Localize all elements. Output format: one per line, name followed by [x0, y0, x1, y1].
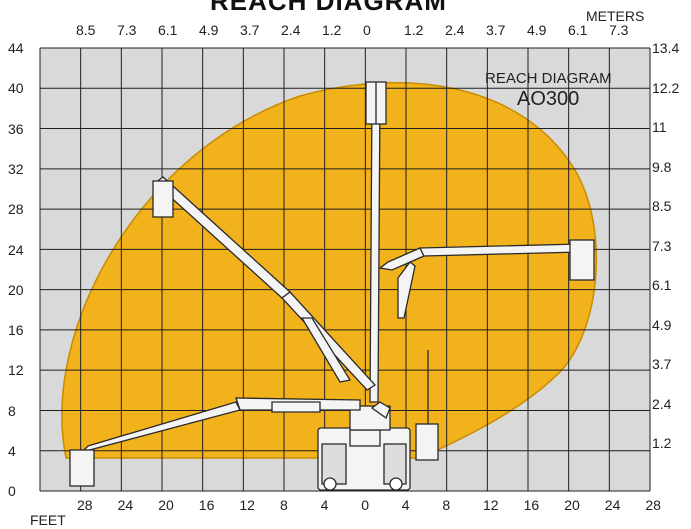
right-meter-tick: 8.5: [652, 198, 672, 214]
reach-envelope: [61, 81, 598, 459]
legend-title: REACH DIAGRAM: [485, 70, 612, 87]
bottom-feet-tick: 16: [523, 497, 540, 513]
bottom-feet-tick: 12: [239, 497, 255, 513]
bottom-feet-tick: 20: [158, 497, 174, 513]
bottom-feet-tick: 0: [361, 497, 369, 513]
bottom-feet-tick: 12: [483, 497, 499, 513]
bottom-feet-tick: 24: [604, 497, 621, 513]
top-meter-tick: 1.2: [404, 22, 424, 38]
right-meter-tick: 3.7: [652, 356, 672, 372]
top-meter-tick: 0: [363, 22, 371, 38]
left-feet-tick: 36: [8, 120, 24, 137]
top-meter-tick: 6.1: [568, 22, 588, 38]
right-meter-tick: 9.8: [652, 158, 672, 175]
top-meter-tick: 3.7: [240, 22, 260, 38]
right-meter-tick: 1.2: [652, 435, 672, 451]
top-meter-tick: 1.2: [322, 22, 342, 38]
right-meter-tick: 12.2: [652, 79, 680, 96]
legend-model: AO300: [517, 88, 580, 110]
left-feet-tick: 12: [8, 362, 24, 379]
top-meter-tick: 7.3: [117, 22, 137, 38]
meters-unit-label: METERS: [586, 8, 645, 24]
left-feet-tick: 4: [8, 443, 16, 459]
grid-lines: [39, 47, 651, 492]
left-feet-tick: 8: [8, 402, 16, 419]
left-feet-tick: 16: [8, 322, 24, 339]
right-meter-tick: 4.9: [652, 316, 672, 333]
page-title: REACH DIAGRAM: [210, 0, 447, 16]
boom-low-left: [79, 401, 241, 454]
top-meter-tick: 2.4: [445, 22, 465, 38]
left-feet-tick: 20: [8, 281, 24, 298]
top-meter-tick: 8.5: [76, 22, 96, 38]
bottom-feet-tick: 4: [401, 497, 410, 513]
left-feet-tick: 28: [8, 201, 24, 218]
machine-illustration: [69, 81, 595, 491]
right-meter-tick: 6.1: [652, 277, 672, 293]
bottom-feet-tick: 16: [198, 497, 215, 513]
left-feet-tick: 40: [8, 80, 24, 97]
top-meter-tick: 6.1: [158, 22, 178, 38]
right-meter-tick: 2.4: [652, 395, 672, 412]
platform-left-high: [152, 180, 174, 218]
right-meter-tick: 11: [652, 119, 667, 135]
bottom-feet-tick: 28: [77, 497, 93, 513]
bottom-feet-tick: 24: [117, 497, 134, 513]
bottom-feet-tick: 20: [564, 497, 580, 513]
boom-vertical: [369, 94, 381, 403]
left-feet-tick: 0: [8, 483, 16, 500]
bottom-feet-tick: 8: [280, 497, 288, 513]
platform-right: [569, 239, 595, 281]
left-feet-tick: 24: [8, 241, 24, 258]
platform-left-low: [69, 449, 95, 487]
right-meter-tick: 7.3: [652, 237, 672, 254]
top-meter-tick: 7.3: [609, 22, 629, 38]
right-meter-tick: 13.4: [652, 40, 680, 56]
left-feet-tick: 32: [8, 160, 24, 177]
left-feet-tick: 44: [8, 40, 24, 56]
feet-unit-label: FEET: [30, 512, 66, 528]
top-meter-tick: 4.9: [199, 22, 219, 38]
platform-right-low: [415, 423, 439, 461]
bottom-feet-tick: 4: [320, 497, 329, 513]
top-meter-tick: 4.9: [527, 22, 547, 38]
top-meter-tick: 2.4: [281, 22, 301, 38]
top-meter-tick: 3.7: [486, 22, 506, 38]
bottom-feet-tick: 8: [442, 497, 451, 513]
boom-right-low: [370, 401, 391, 420]
bottom-feet-tick: 28: [645, 497, 661, 513]
